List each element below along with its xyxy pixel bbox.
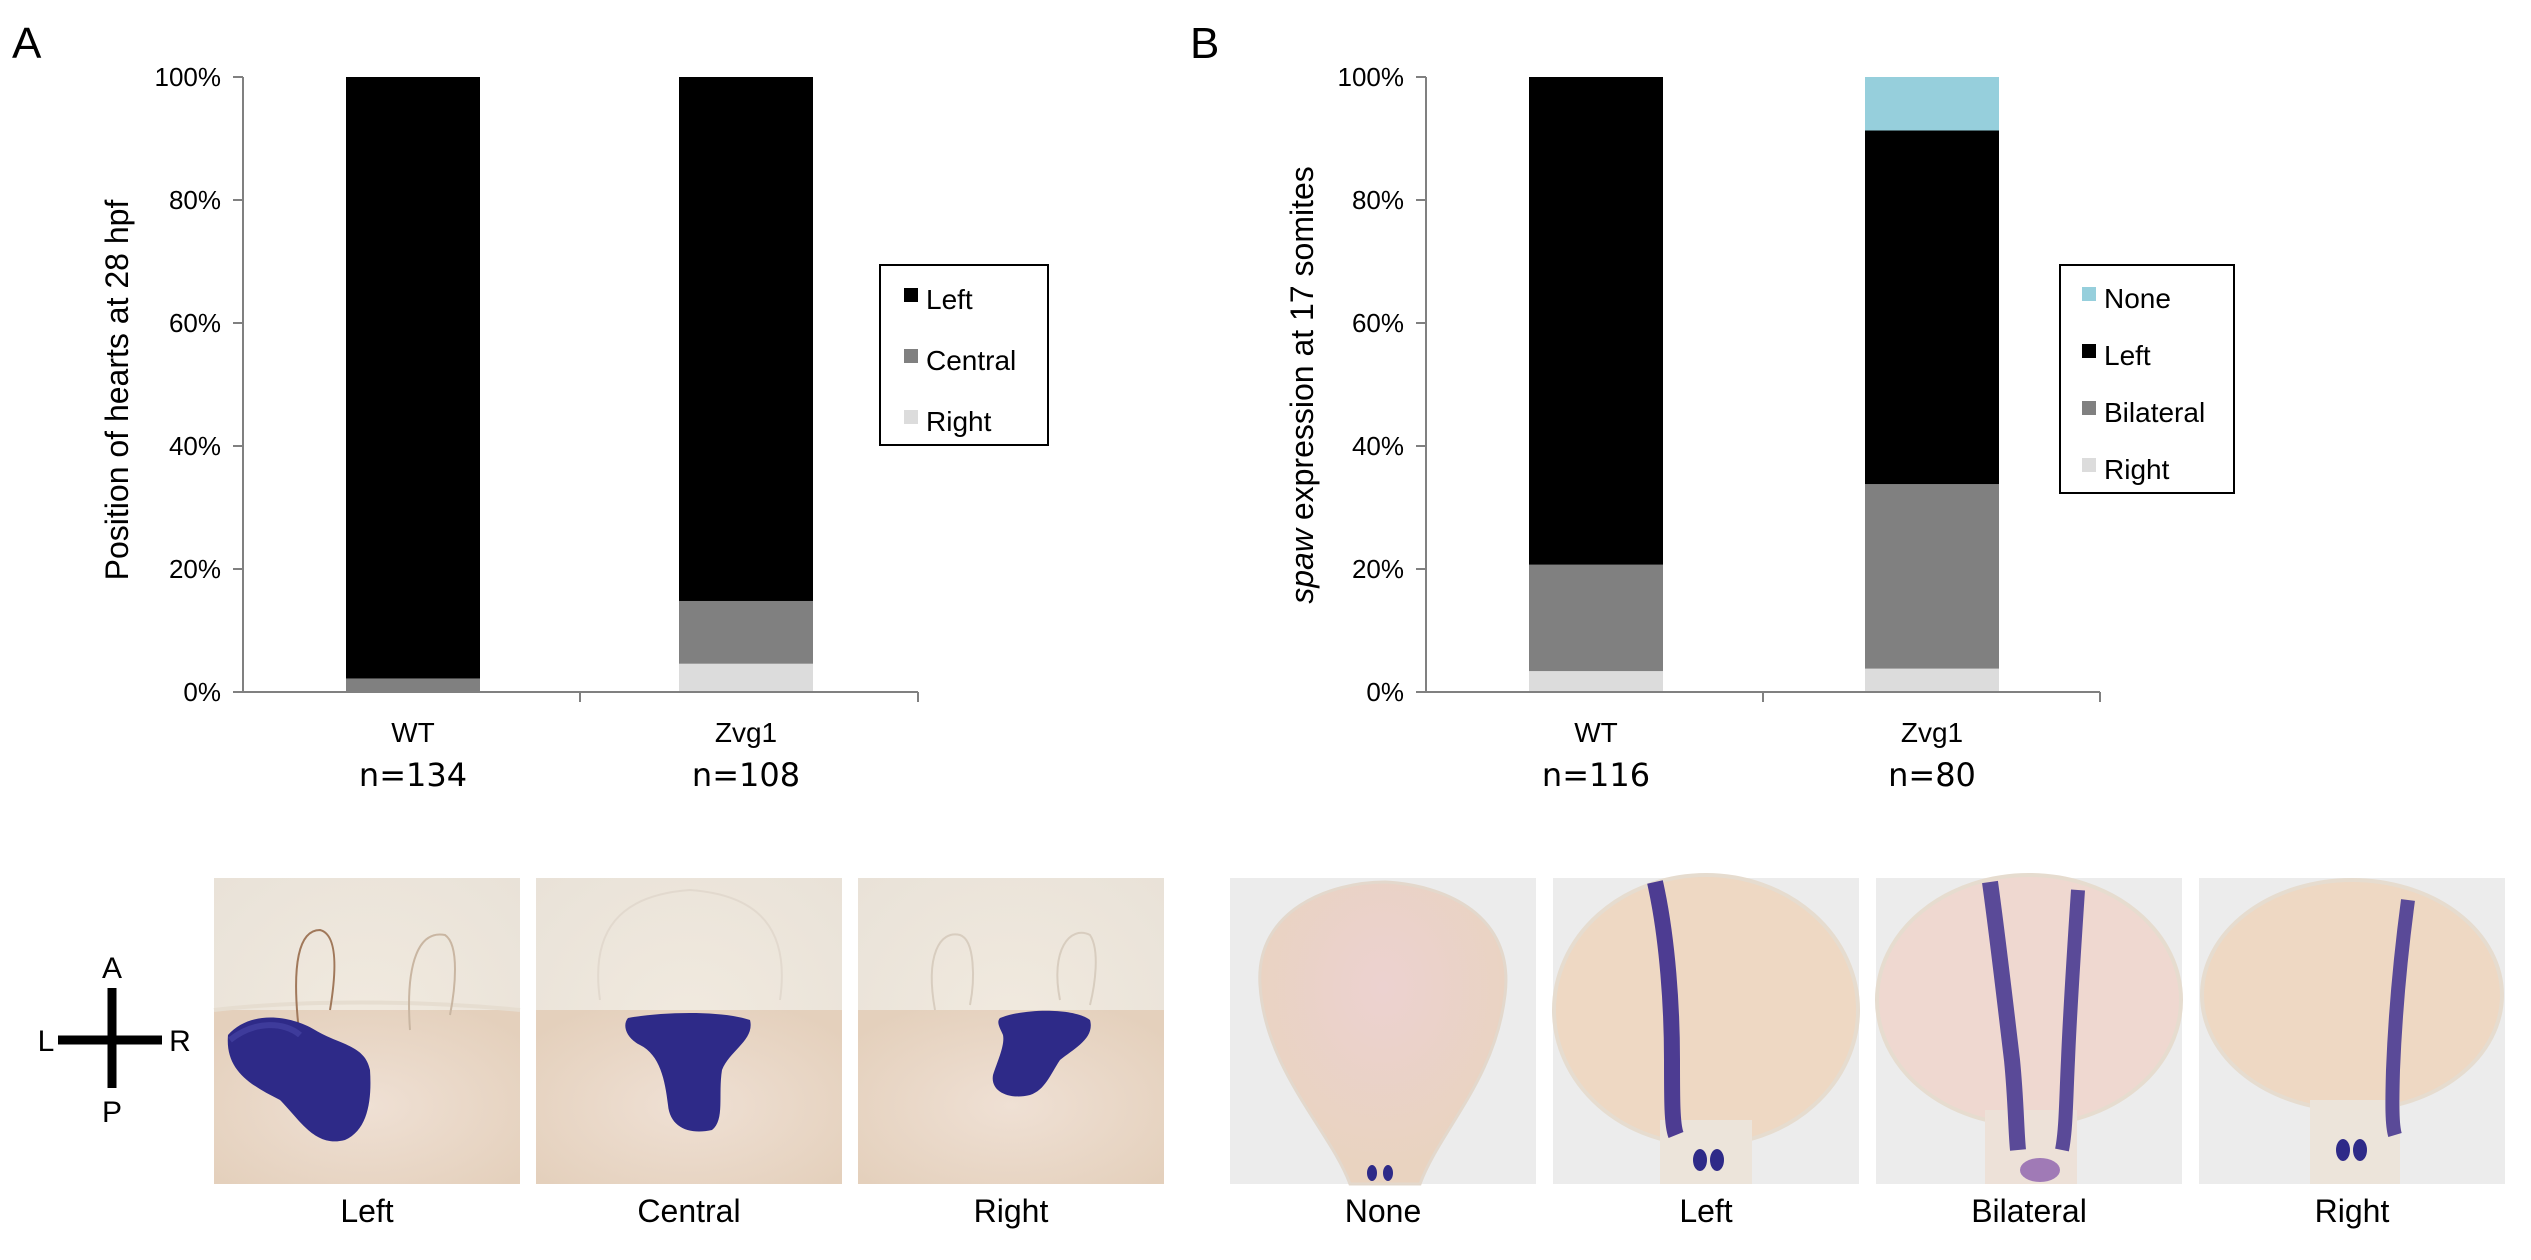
y-tick-label-a-2: 40% (169, 431, 221, 461)
n-label-b-zvg1: n=80 (1888, 756, 1976, 794)
bar-a-wt-central (346, 678, 480, 692)
bar-a-zvg1-central (679, 600, 813, 664)
legend-label-b-none: None (2104, 283, 2171, 314)
y-tick-label-a-1: 20% (169, 554, 221, 584)
y-axis-title-a: Position of hearts at 28 hpf (99, 200, 135, 581)
y-tick-marks-a (233, 76, 243, 693)
y-tick-label-a-0: 0% (183, 677, 221, 707)
legend-swatch-b-right (2082, 458, 2096, 472)
y-tick-label-a-5: 100% (155, 62, 222, 92)
y-axis-title-b-rest: expression at 17 somites (1284, 166, 1320, 529)
right-direction-label: R (169, 1025, 191, 1058)
bar-b-wt-bilateral (1529, 564, 1663, 672)
legend-swatch-a-left (904, 288, 918, 302)
spaw-caption-none: None (1345, 1193, 1422, 1229)
bars-b (1529, 77, 1999, 692)
category-label-b-zvg1: Zvg1 (1901, 717, 1963, 748)
bar-a-wt-left (346, 77, 480, 679)
n-label-a-wt: n=134 (359, 756, 467, 794)
heart-caption-right: Right (974, 1193, 1049, 1229)
y-axis-title-b: spaw expression at 17 somites (1284, 166, 1320, 604)
legend-b: None Left Bilateral Right (2059, 264, 2235, 494)
heart-caption-central: Central (637, 1193, 740, 1229)
y-tick-label-b-5: 100% (1338, 62, 1405, 92)
spaw-image-bilateral (1875, 873, 2183, 1184)
legend-label-a-right: Right (926, 406, 992, 437)
heart-image-central (536, 878, 842, 1184)
bar-b-zvg1-none (1865, 77, 1999, 131)
category-label-b-wt: WT (1574, 717, 1618, 748)
n-label-b-wt: n=116 (1542, 756, 1650, 794)
legend-label-b-right: Right (2104, 454, 2170, 485)
y-tick-marks-b (1416, 76, 1426, 693)
panel-letter-b: B (1190, 19, 1219, 68)
bar-b-zvg1-right (1865, 668, 1999, 692)
legend-swatch-a-central (904, 349, 918, 363)
spaw-image-none (1230, 878, 1536, 1186)
spaw-caption-bilateral: Bilateral (1971, 1193, 2087, 1229)
y-tick-label-a-3: 60% (169, 308, 221, 338)
panel-letter-a: A (12, 19, 42, 68)
bars-a (346, 77, 813, 692)
posterior-label: P (102, 1096, 122, 1129)
legend-swatch-b-left (2082, 344, 2096, 358)
legend-swatch-a-right (904, 410, 918, 424)
bar-b-wt-right (1529, 671, 1663, 692)
y-tick-labels-b: 0% 20% 40% 60% 80% 100% (1338, 62, 1405, 707)
spaw-caption-left: Left (1679, 1193, 1732, 1229)
bar-b-wt-left (1529, 77, 1663, 565)
heart-image-right (858, 878, 1164, 1184)
chart-a: Position of hearts at 28 hpf 0% 20% 40% 60%… (99, 62, 1049, 794)
y-tick-label-b-3: 60% (1352, 308, 1404, 338)
y-tick-label-b-2: 40% (1352, 431, 1404, 461)
spaw-image-left (1552, 873, 1860, 1184)
orientation-cross: A P L R (38, 952, 191, 1129)
legend-a: Left Central Right (879, 264, 1049, 446)
legend-label-a-central: Central (926, 345, 1016, 376)
bar-b-zvg1-left (1865, 130, 1999, 485)
category-label-a-wt: WT (391, 717, 435, 748)
y-tick-label-b-0: 0% (1366, 677, 1404, 707)
bar-a-zvg1-left (679, 77, 813, 601)
y-tick-label-b-4: 80% (1352, 185, 1404, 215)
anterior-label: A (102, 952, 122, 985)
legend-label-a-left: Left (926, 284, 973, 315)
bar-a-zvg1-right (679, 663, 813, 692)
legend-label-b-bilateral: Bilateral (2104, 397, 2205, 428)
spaw-caption-right: Right (2315, 1193, 2390, 1229)
left-direction-label: L (38, 1025, 55, 1058)
legend-swatch-b-bilateral (2082, 401, 2096, 415)
y-tick-label-a-4: 80% (169, 185, 221, 215)
y-tick-label-b-1: 20% (1352, 554, 1404, 584)
legend-label-b-left: Left (2104, 340, 2151, 371)
legend-box-b (2059, 264, 2235, 494)
heart-caption-left: Left (340, 1193, 393, 1229)
chart-b: spaw expression at 17 somites 0% 20% 40% 60… (1284, 62, 2235, 794)
category-label-a-zvg1: Zvg1 (715, 717, 777, 748)
n-label-a-zvg1: n=108 (692, 756, 800, 794)
y-tick-labels-a: 0% 20% 40% 60% 80% 100% (155, 62, 222, 707)
heart-image-left (213, 878, 521, 1184)
spaw-image-right (2199, 878, 2505, 1184)
legend-swatch-b-none (2082, 287, 2096, 301)
bar-b-zvg1-bilateral (1865, 484, 1999, 669)
y-axis-title-b-italic: spaw (1284, 527, 1320, 604)
